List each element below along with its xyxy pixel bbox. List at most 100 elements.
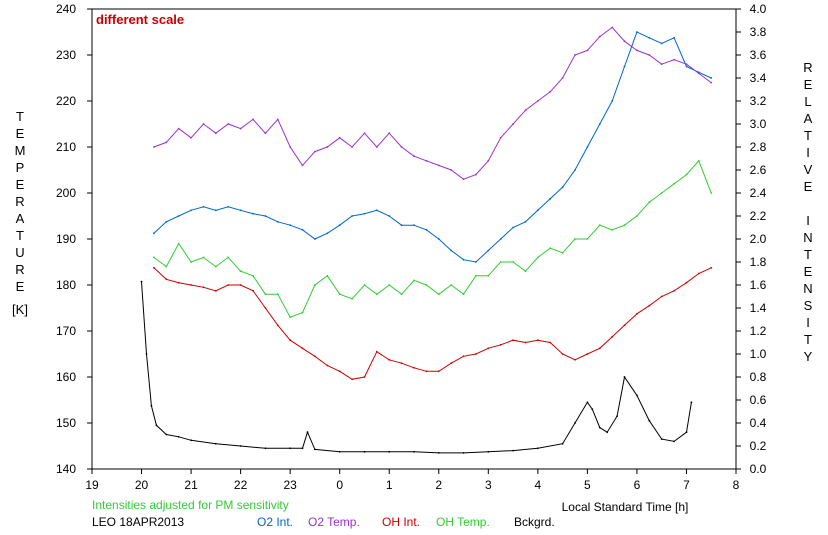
data-point [475,274,477,277]
data-point [512,449,514,452]
right-tick-label: 2.4 [750,186,767,200]
y-axis-label-right-letter: L [804,94,811,109]
y-axis-label-right-letter: V [804,162,813,177]
y-axis-label-left-letter: R [15,262,24,277]
data-point [338,224,341,227]
data-point [636,31,638,33]
data-point [697,159,700,162]
y-axis-label-right-letter: T [804,332,812,347]
data-point [239,270,242,273]
data-point [314,355,316,358]
data-point [598,123,601,125]
data-point [685,281,688,284]
y-axis-label-left-letter: M [15,143,26,158]
y-axis-label-left-letter: E [16,126,25,141]
right-y-ticks: 0.0 0.2 0.4 0.6 0.8 1.0 1.2 1.4 1.6 1.8 2.0 2.2 2.4 2… [736,2,767,476]
data-point [289,339,292,342]
data-point [673,289,675,292]
data-point [462,258,465,261]
right-tick-label: 2.2 [750,209,767,223]
data-point [475,173,477,176]
y-axis-label-left-letter: E [16,279,25,294]
data-point [351,297,353,300]
data-point [475,261,477,263]
data-point [524,341,527,344]
data-point [660,295,663,298]
data-point [338,370,341,373]
legend-entry: OH Temp. [436,515,490,529]
left-tick-label: 140 [56,462,76,476]
data-point [685,65,688,68]
data-point [177,281,180,284]
series-oh-int [153,266,713,381]
x-ticks: 19 20 21 22 23 0 1 2 3 4 5 6 7 8 [85,469,740,492]
data-point [425,284,428,286]
data-point [301,164,304,167]
left-tick-label: 150 [56,416,76,430]
data-point [512,339,514,342]
data-point [227,284,230,286]
data-point [239,209,242,212]
data-point [648,419,651,422]
y-axis-label-left-letter: A [16,211,25,226]
data-point [586,146,589,148]
data-point [512,123,514,125]
data-point [549,247,552,250]
y-axis-label-left-letter: R [15,194,24,209]
data-point [388,215,391,217]
data-point [673,440,675,443]
data-point [388,358,391,361]
data-point [425,370,428,373]
y-axis-label-right-letter: A [804,111,813,126]
x-axis-label: Local Standard Time [h] [562,500,689,514]
right-tick-label: 1.4 [750,301,767,315]
data-point [276,293,279,296]
data-point [264,215,267,217]
data-point [276,324,279,327]
right-tick-label: 0.8 [750,370,767,384]
data-point [363,212,366,215]
right-tick-label: 2.0 [750,232,767,246]
data-point [462,452,465,454]
left-tick-label: 240 [56,2,76,16]
data-point [462,178,465,181]
data-point [549,90,552,93]
right-tick-label: 1.0 [750,347,767,361]
left-tick-label: 200 [56,186,76,200]
data-point [437,164,440,167]
data-point [214,265,217,268]
legend-entry: O2 Int. [257,515,293,529]
data-point [524,220,527,223]
data-point [499,238,502,240]
data-point [586,353,589,355]
data-point [512,261,514,263]
data-point [375,350,378,353]
data-point [660,63,663,66]
data-point [611,228,614,231]
left-tick-label: 180 [56,278,76,292]
data-point [388,450,391,453]
data-point [586,401,589,404]
series-o2-int [153,31,713,263]
data-point [363,376,366,378]
data-point [697,72,700,75]
data-point [351,146,353,148]
right-tick-label: 1.8 [750,255,767,269]
data-point [536,100,539,102]
right-tick-label: 0.0 [750,462,767,476]
data-point [264,447,267,450]
data-point [227,123,230,125]
left-tick-label: 230 [56,48,76,62]
data-point [697,272,700,275]
data-point [314,238,316,240]
data-point [425,159,428,162]
data-point [425,228,428,231]
x-tick-label: 8 [733,478,740,492]
data-point [338,293,341,296]
y-axis-label-right-letter: E [804,179,813,194]
data-point [660,438,663,440]
legend: O2 Int. O2 Temp. OH Int. OH Temp. Bckgrd. [257,515,555,529]
data-point [150,404,153,407]
data-point [326,232,329,235]
data-point [623,376,626,378]
